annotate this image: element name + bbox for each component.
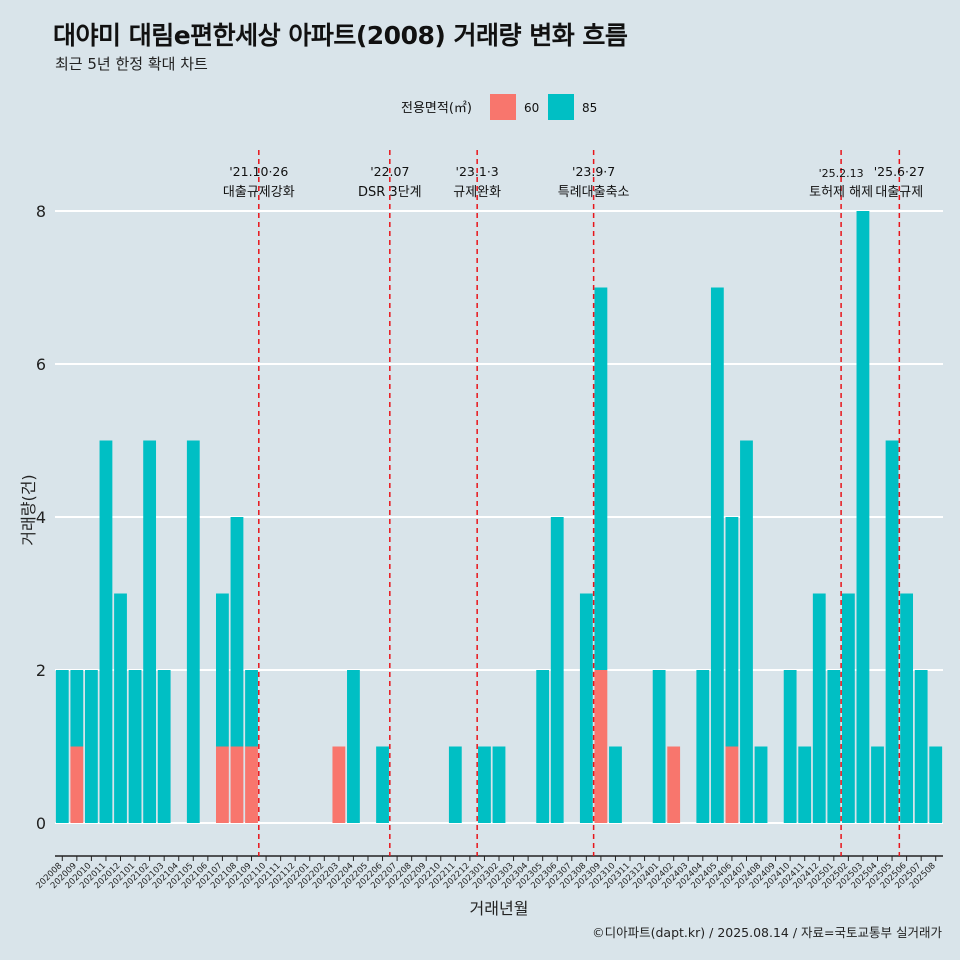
event-label: 특례대출축소 (558, 185, 630, 200)
bar-85-202010 (84, 670, 98, 823)
bar-85-202102 (143, 440, 157, 823)
event-date: '21.10·26 (229, 164, 288, 179)
bar-60-202107 (216, 746, 229, 823)
bar-85-202405 (710, 287, 724, 823)
bar-85-202504 (871, 746, 884, 823)
bar-85-202008 (55, 670, 69, 823)
source-caption: ©디아파트(dapt.kr) / 2025.08.14 / 자료=국토교통부 실… (592, 925, 942, 940)
legend-label-60: 60 (524, 101, 539, 115)
y-tick-label: 6 (36, 355, 46, 374)
bar-85-202308 (579, 593, 593, 823)
bar-85-202011 (99, 440, 113, 823)
legend-swatch-60 (490, 94, 516, 120)
bar-85-202009 (70, 670, 84, 747)
bar-60-202309 (594, 670, 608, 823)
x-axis-title: 거래년월 (470, 899, 529, 918)
bar-85-202406 (725, 517, 739, 747)
y-axis-title: 거래량(건) (19, 474, 38, 545)
bar-85-202306 (550, 517, 564, 823)
bar-85-202506 (900, 593, 914, 823)
bar-60-202406 (725, 746, 739, 823)
event-label: 대출규제강화 (223, 185, 295, 200)
bar-85-202206 (376, 746, 389, 823)
bar-60-202109 (245, 746, 258, 823)
event-label: 대출규제 (875, 185, 923, 200)
bar-85-202211 (448, 746, 462, 823)
bar-85-202103 (157, 670, 171, 823)
bar-85-202508 (929, 746, 943, 823)
event-label: 규제완화 (453, 185, 501, 200)
bar-85-202204 (347, 670, 360, 823)
bar-85-202502 (841, 593, 855, 823)
bar-85-202501 (827, 670, 841, 823)
legend-label-85: 85 (582, 101, 597, 115)
chart-subtitle: 최근 5년 한정 확대 차트 (55, 55, 208, 73)
legend-swatch-85 (548, 94, 574, 120)
y-tick-label: 8 (36, 202, 46, 221)
bar-85-202412 (812, 593, 826, 823)
event-label: 토허제 해제 (809, 185, 873, 200)
bar-85-202411 (798, 746, 812, 823)
bar-60-202009 (70, 746, 84, 823)
bar-85-202105 (186, 440, 200, 823)
event-date: '25.2.13 (819, 167, 864, 180)
bar-85-202505 (885, 440, 899, 823)
legend-title: 전용면적(㎡) (401, 101, 472, 116)
bar-85-202408 (754, 746, 768, 823)
bar-85-202302 (492, 746, 506, 823)
bar-85-202108 (230, 517, 244, 747)
bar-85-202507 (914, 670, 928, 823)
event-label: DSR 3단계 (358, 185, 422, 200)
event-date: '23.9·7 (572, 164, 615, 179)
bar-85-202404 (696, 670, 710, 823)
chart-title: 대야미 대림e편한세상 아파트(2008) 거래량 변화 흐름 (53, 21, 628, 50)
bar-85-202101 (128, 670, 142, 823)
bar-60-202203 (332, 746, 346, 823)
bar-85-202305 (536, 670, 550, 823)
bar-85-202107 (216, 593, 229, 747)
bar-85-202410 (783, 670, 797, 823)
bar-60-202402 (667, 746, 681, 823)
event-date: '22.07 (370, 164, 409, 179)
event-date: '23.1·3 (456, 164, 499, 179)
bar-85-202407 (740, 440, 753, 823)
y-tick-label: 4 (36, 508, 46, 527)
bar-60-202108 (230, 746, 244, 823)
bar-85-202309 (594, 287, 608, 670)
bar-85-202503 (856, 211, 870, 823)
event-date: '25.6·27 (874, 164, 925, 179)
bar-85-202401 (652, 670, 666, 823)
bar-85-202310 (609, 746, 622, 823)
y-tick-label: 0 (36, 814, 46, 833)
bar-85-202012 (114, 593, 127, 823)
bar-85-202109 (245, 670, 258, 747)
y-tick-label: 2 (36, 661, 46, 680)
bar-85-202301 (478, 746, 491, 823)
